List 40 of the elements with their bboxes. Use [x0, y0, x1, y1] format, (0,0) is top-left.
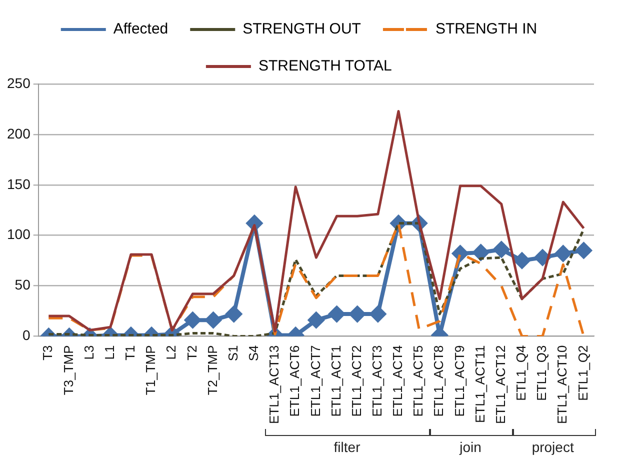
- x-tick-label: ETL1_ACT7: [308, 345, 323, 417]
- legend-label: STRENGTH TOTAL: [258, 58, 392, 75]
- x-tick-label: S1: [225, 345, 240, 362]
- x-tick-label: L3: [81, 345, 96, 360]
- x-tick-label: ETL1_ACT1: [328, 345, 344, 417]
- x-tick-label: ETL1_ACT5: [410, 345, 426, 417]
- y-tick-label: 0: [22, 327, 31, 344]
- x-tick-label: T3_TMP: [60, 345, 76, 396]
- x-tick-label: T3: [40, 345, 56, 360]
- x-tick-label: T2: [184, 345, 200, 360]
- legend-label: STRENGTH OUT: [242, 20, 361, 38]
- x-tick-label: ETL1_ACT2: [348, 345, 364, 417]
- x-tick-label: T2_TMP: [204, 345, 220, 396]
- x-tick-label: L2: [164, 345, 179, 360]
- y-tick-label: 100: [7, 226, 31, 242]
- legend-label: STRENGTH IN: [435, 20, 538, 38]
- x-tick-label: ETL1_Q2: [575, 345, 590, 401]
- x-tick-label: ETL1_ACT3: [369, 345, 384, 417]
- y-tick-label: 50: [14, 276, 31, 293]
- x-tick-label: ETL1_ACT11: [472, 345, 488, 424]
- text: join: [458, 439, 482, 455]
- x-tick-label: L1: [102, 345, 117, 360]
- y-tick-label: 150: [7, 176, 31, 192]
- x-tick-label: ETL1_ACT13: [266, 345, 282, 424]
- x-tick-label: ETL1_ACT4: [390, 345, 406, 417]
- text: project: [530, 439, 575, 455]
- x-tick-label: ETL1_Q3: [534, 345, 550, 401]
- x-tick-label: T1: [122, 345, 138, 360]
- legend-label: Affected: [113, 20, 168, 38]
- x-tick-label: ETL1_ACT8: [431, 345, 446, 417]
- text: filter: [332, 439, 362, 455]
- y-tick-label: 250: [7, 74, 31, 91]
- x-tick-label: ETL1_ACT12: [492, 345, 508, 424]
- x-tick-label: ETL1_Q4: [514, 345, 529, 401]
- x-tick-label: ETL1_ACT9: [452, 345, 467, 417]
- y-tick-label: 200: [7, 125, 31, 142]
- x-tick-label: T1_TMP: [143, 345, 158, 396]
- x-tick-label: S4: [246, 345, 262, 362]
- x-tick-label: ETL1_ACT10: [554, 345, 570, 424]
- x-tick-label: ETL1_ACT6: [287, 345, 302, 417]
